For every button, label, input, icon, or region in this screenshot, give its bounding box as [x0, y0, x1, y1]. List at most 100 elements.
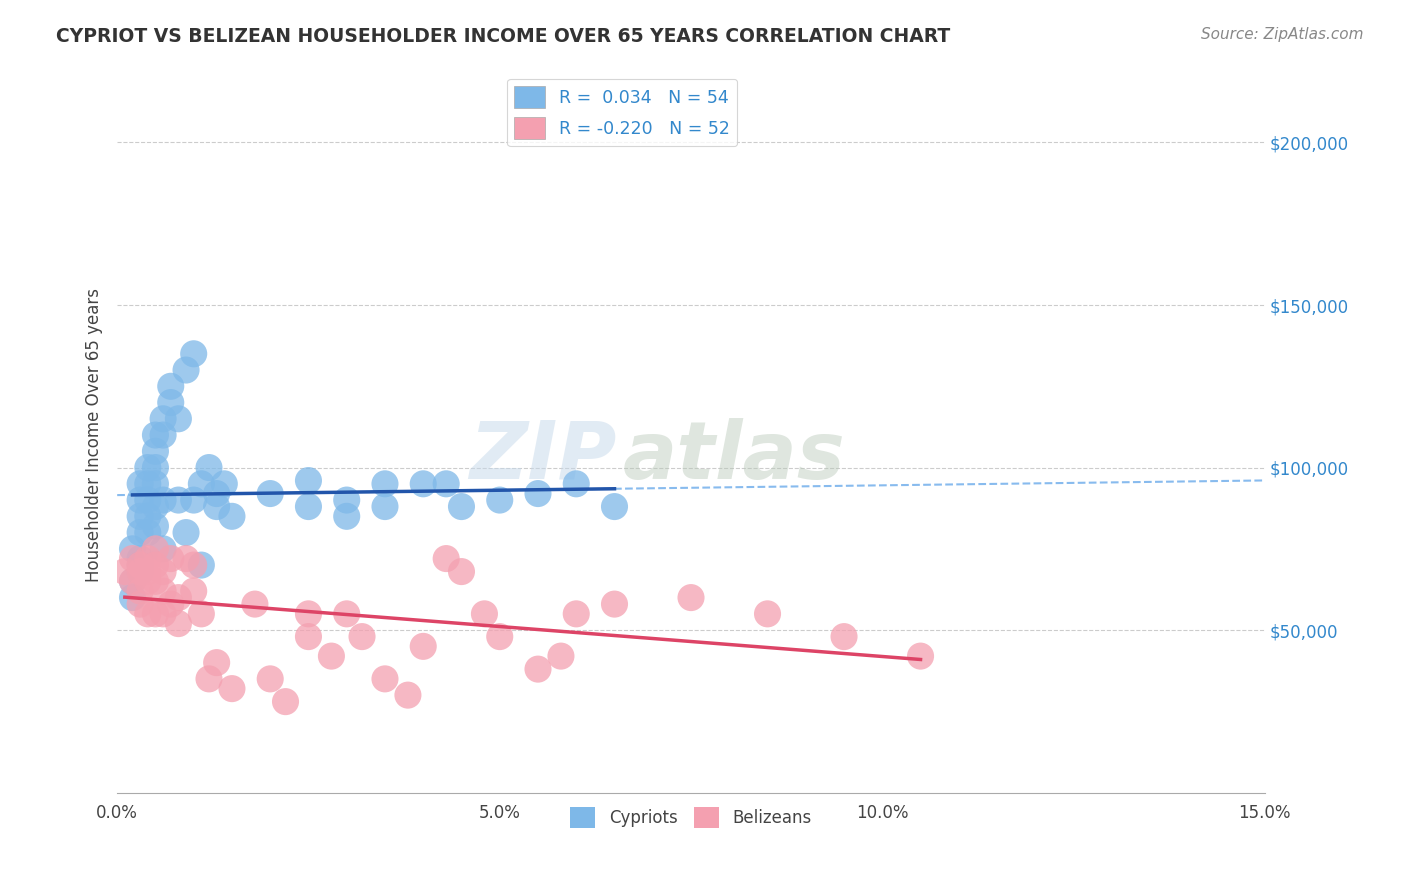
- Point: [152, 607, 174, 621]
- Point: [832, 630, 855, 644]
- Point: [190, 607, 212, 621]
- Point: [136, 565, 159, 579]
- Point: [474, 607, 496, 621]
- Point: [190, 558, 212, 573]
- Point: [167, 591, 190, 605]
- Point: [129, 476, 152, 491]
- Point: [450, 500, 472, 514]
- Point: [136, 476, 159, 491]
- Point: [136, 551, 159, 566]
- Point: [129, 509, 152, 524]
- Point: [167, 616, 190, 631]
- Point: [152, 565, 174, 579]
- Point: [297, 500, 319, 514]
- Point: [152, 493, 174, 508]
- Point: [145, 460, 167, 475]
- Point: [167, 411, 190, 425]
- Point: [488, 630, 510, 644]
- Point: [121, 591, 143, 605]
- Point: [136, 509, 159, 524]
- Point: [910, 649, 932, 664]
- Point: [221, 681, 243, 696]
- Point: [136, 607, 159, 621]
- Point: [412, 640, 434, 654]
- Text: CYPRIOT VS BELIZEAN HOUSEHOLDER INCOME OVER 65 YEARS CORRELATION CHART: CYPRIOT VS BELIZEAN HOUSEHOLDER INCOME O…: [56, 27, 950, 45]
- Point: [152, 541, 174, 556]
- Point: [336, 493, 359, 508]
- Point: [183, 558, 205, 573]
- Point: [159, 597, 181, 611]
- Point: [297, 630, 319, 644]
- Point: [565, 476, 588, 491]
- Point: [183, 584, 205, 599]
- Point: [412, 476, 434, 491]
- Point: [297, 607, 319, 621]
- Point: [114, 565, 136, 579]
- Point: [450, 565, 472, 579]
- Point: [321, 649, 343, 664]
- Point: [198, 672, 221, 686]
- Text: atlas: atlas: [621, 417, 845, 495]
- Point: [205, 500, 228, 514]
- Point: [434, 551, 457, 566]
- Point: [488, 493, 510, 508]
- Point: [527, 662, 550, 676]
- Point: [159, 395, 181, 409]
- Point: [550, 649, 572, 664]
- Point: [243, 597, 266, 611]
- Point: [145, 541, 167, 556]
- Point: [145, 558, 167, 573]
- Point: [259, 486, 281, 500]
- Point: [145, 607, 167, 621]
- Point: [136, 493, 159, 508]
- Point: [129, 493, 152, 508]
- Point: [679, 591, 702, 605]
- Point: [174, 525, 197, 540]
- Point: [174, 551, 197, 566]
- Point: [152, 411, 174, 425]
- Point: [565, 607, 588, 621]
- Point: [190, 476, 212, 491]
- Point: [145, 500, 167, 514]
- Point: [183, 347, 205, 361]
- Point: [129, 584, 152, 599]
- Legend: Cypriots, Belizeans: Cypriots, Belizeans: [564, 801, 818, 834]
- Point: [336, 607, 359, 621]
- Point: [152, 584, 174, 599]
- Point: [145, 444, 167, 458]
- Point: [336, 509, 359, 524]
- Point: [145, 428, 167, 442]
- Text: Source: ZipAtlas.com: Source: ZipAtlas.com: [1201, 27, 1364, 42]
- Point: [159, 379, 181, 393]
- Point: [129, 597, 152, 611]
- Point: [205, 486, 228, 500]
- Point: [136, 574, 159, 589]
- Point: [374, 672, 396, 686]
- Point: [159, 551, 181, 566]
- Point: [129, 558, 152, 573]
- Point: [152, 428, 174, 442]
- Point: [183, 493, 205, 508]
- Point: [121, 574, 143, 589]
- Point: [136, 525, 159, 540]
- Point: [756, 607, 779, 621]
- Point: [121, 574, 143, 589]
- Point: [198, 460, 221, 475]
- Point: [205, 656, 228, 670]
- Point: [350, 630, 373, 644]
- Point: [603, 500, 626, 514]
- Point: [527, 486, 550, 500]
- Point: [297, 474, 319, 488]
- Point: [434, 476, 457, 491]
- Point: [603, 597, 626, 611]
- Point: [121, 551, 143, 566]
- Point: [274, 695, 297, 709]
- Point: [145, 519, 167, 533]
- Point: [174, 363, 197, 377]
- Point: [374, 476, 396, 491]
- Point: [129, 565, 152, 579]
- Y-axis label: Householder Income Over 65 years: Householder Income Over 65 years: [86, 288, 103, 582]
- Point: [136, 460, 159, 475]
- Point: [129, 525, 152, 540]
- Point: [396, 688, 419, 702]
